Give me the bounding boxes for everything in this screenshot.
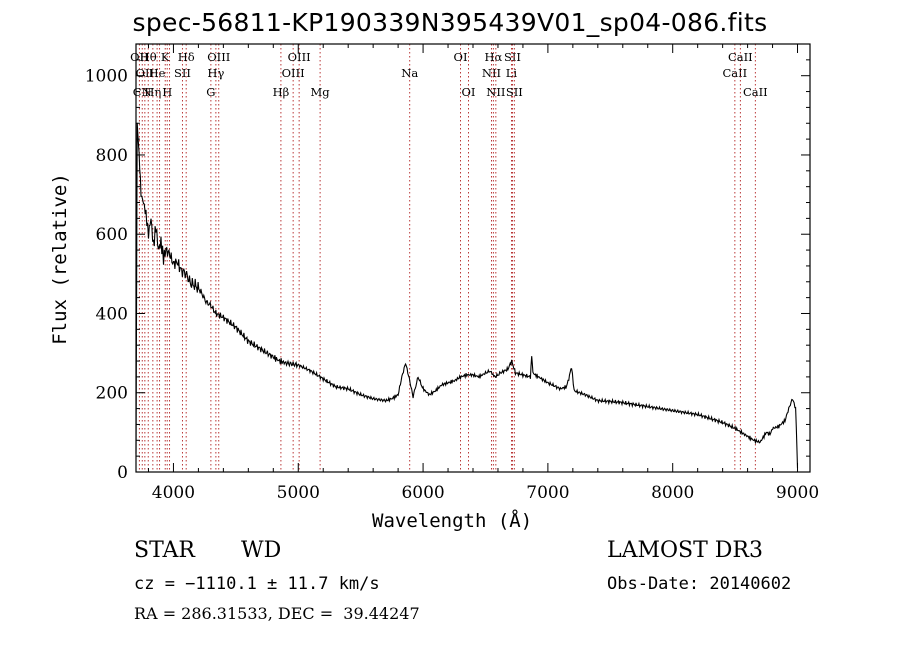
- spectral-line-label: Li: [506, 66, 518, 80]
- spectral-line-label: CN: [133, 85, 152, 99]
- spectral-line-label: He: [149, 66, 166, 80]
- spectral-line-label: Mg: [311, 85, 331, 99]
- y-tick-label: 0: [117, 463, 128, 483]
- spectral-line-label: NII: [482, 66, 501, 80]
- spectral-line-label: Hθ: [140, 50, 157, 64]
- spectral-line-label: H: [162, 85, 172, 99]
- spectral-line-label: NII: [486, 85, 505, 99]
- spectral-line-label: OII: [130, 50, 149, 64]
- spectral-line-label: Hδ: [178, 50, 195, 64]
- y-tick-label: 200: [96, 384, 128, 404]
- x-tick-label: 8000: [651, 483, 694, 503]
- redshift-readout: cz = −1110.1 ± 11.7 km/s: [134, 574, 380, 594]
- x-tick-label: 4000: [152, 483, 195, 503]
- spectral-line-label: SII: [504, 50, 521, 64]
- y-tick-label: 600: [96, 225, 128, 245]
- spectral-line-label: OI: [462, 85, 476, 99]
- chart-title: spec-56811-KP190339N395439V01_sp04-086.f…: [132, 8, 768, 37]
- x-tick-label: 6000: [401, 483, 444, 503]
- y-tick-label: 400: [96, 304, 128, 324]
- spectral-line-label: CaII: [728, 50, 753, 64]
- survey-name: LAMOST DR3: [607, 538, 763, 563]
- x-tick-label: 7000: [526, 483, 569, 503]
- object-subclass: WD: [241, 538, 282, 563]
- x-axis-label: Wavelength (Å): [372, 510, 533, 532]
- spectral-line-label: OIII: [207, 50, 230, 64]
- spectral-line-label: CaII: [743, 85, 768, 99]
- spectral-line-label: OI: [454, 50, 468, 64]
- spectral-line-label: OIII: [282, 66, 305, 80]
- spectral-line-label: Hγ: [207, 66, 224, 80]
- spectral-line-label: Hη: [144, 85, 161, 99]
- spectral-line-label: SII: [174, 66, 191, 80]
- spectral-line-label: Hα: [484, 50, 502, 64]
- x-tick-label: 9000: [776, 483, 819, 503]
- plot-frame: [135, 43, 811, 473]
- obs-date: Obs-Date: 20140602: [607, 574, 792, 594]
- spectral-line-label: Hβ: [273, 85, 290, 99]
- spectral-line-label: Na: [401, 66, 418, 80]
- spectrum-line: [135, 122, 799, 469]
- y-tick-label: 800: [96, 146, 128, 166]
- spectral-line-label: SII: [506, 85, 523, 99]
- spectral-line-label: K: [161, 50, 170, 64]
- spectral-line-label: OII: [136, 66, 155, 80]
- coordinates: RA = 286.31533, DEC = 39.44247: [134, 604, 420, 623]
- y-axis-label: Flux (relative): [49, 173, 71, 345]
- spectral-line-label: CaII: [722, 66, 747, 80]
- x-tick-label: 5000: [277, 483, 320, 503]
- spectral-line-label: G: [206, 85, 215, 99]
- y-tick-label: 1000: [85, 67, 128, 87]
- object-class: STAR: [134, 538, 195, 563]
- spectral-line-label: OIII: [288, 50, 311, 64]
